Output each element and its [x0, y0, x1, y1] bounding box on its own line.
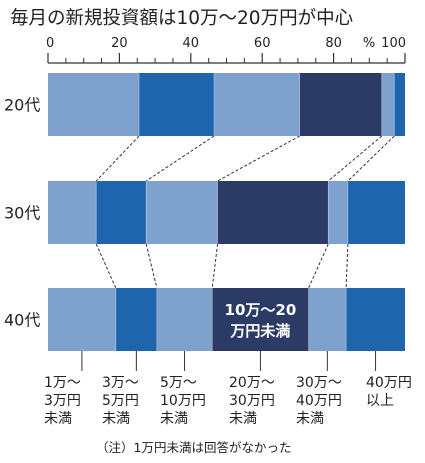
segment-label-line: 未満	[229, 411, 257, 427]
x-tick-label: 0	[46, 36, 54, 51]
bar-segment	[115, 288, 157, 351]
segment-label-line: 40万円	[366, 375, 412, 391]
segment-label-line: 1万～	[44, 375, 81, 391]
bar-segment	[214, 73, 300, 136]
segment-label-line: 5万円	[102, 393, 139, 409]
segment-label: 30万～ 40万円未満	[296, 375, 342, 427]
segment-label: 40万円以上	[366, 375, 412, 409]
x-tick-label: 20	[111, 36, 128, 51]
connector-line	[308, 243, 329, 289]
connector-line	[95, 243, 117, 289]
segment-label: 1万～ 3万円未満	[44, 375, 81, 427]
bar-segment	[299, 73, 382, 136]
segment-label-line: 未満	[160, 411, 188, 427]
bar-segment	[48, 73, 140, 136]
x-tick-label: 60	[254, 36, 271, 51]
bar-segment	[347, 181, 405, 244]
connector-line	[95, 135, 140, 182]
connector-line	[217, 135, 300, 182]
bar-segment	[217, 181, 329, 244]
bar-segment	[394, 73, 405, 136]
segment-label-line: 未満	[102, 411, 130, 427]
x-tick-label: 100	[381, 36, 406, 51]
bar-segment	[48, 288, 116, 351]
segment-label-line: 3万円	[44, 393, 81, 409]
segment-label-line: 10万円	[160, 393, 206, 409]
category-label: 40代	[4, 311, 40, 330]
bar-segment	[212, 288, 309, 351]
segment-label-line: 30万円	[229, 393, 275, 409]
segment-label-line: 30万～	[296, 375, 342, 391]
segment-label: 5万～ 10万円未満	[160, 375, 206, 427]
x-tick-label: 40	[183, 36, 200, 51]
bar-segment	[308, 288, 347, 351]
connector-line	[211, 243, 219, 289]
segment-labels: 1万～ 3万円未満 3万～ 5万円未満 5万～ 10万円未満 20万～ 30万円未満 30万～ 4…	[44, 351, 412, 427]
segment-label-line: 以上	[366, 393, 394, 409]
connector-line	[145, 243, 158, 289]
connector-lines	[95, 135, 395, 289]
bar-segment	[48, 181, 97, 244]
bar-segment	[146, 181, 218, 244]
segment-label-line: 5万～	[160, 375, 197, 391]
bar-segment	[328, 181, 348, 244]
category-label: 30代	[4, 204, 40, 223]
bar-rows: 20代 30代 40代	[4, 73, 405, 351]
bar-segment	[139, 73, 215, 136]
x-axis: 0 20 40 60 80 100%	[46, 36, 406, 64]
x-tick-label: 80	[325, 36, 342, 51]
segment-label-line: 20万～	[229, 375, 275, 391]
segment-label: 3万～ 5万円未満	[102, 375, 139, 427]
bar-segment	[96, 181, 147, 244]
annotation: 10万～20 万円未満	[225, 301, 297, 340]
segment-label-line: 未満	[296, 411, 324, 427]
x-unit-label: %	[363, 36, 375, 51]
footnote: （注）1万円未満は回答がなかった	[96, 440, 291, 455]
annotation-text: 10万～20	[225, 301, 297, 319]
bar-segment	[346, 288, 405, 351]
category-label: 20代	[4, 96, 40, 115]
annotation-text: 万円未満	[229, 322, 290, 340]
connector-line	[347, 135, 395, 182]
bar-segment	[156, 288, 213, 351]
connector-line	[345, 243, 349, 289]
segment-label-line: 40万円	[296, 393, 342, 409]
bar-segment	[381, 73, 395, 136]
chart-title: 毎月の新規投資額は10万～20万円が中心	[10, 8, 353, 29]
connector-line	[327, 135, 383, 182]
segment-label: 20万～ 30万円未満	[229, 375, 275, 427]
connector-line	[145, 135, 215, 182]
segment-label-line: 3万～	[102, 375, 139, 391]
segment-label-line: 未満	[44, 411, 72, 427]
